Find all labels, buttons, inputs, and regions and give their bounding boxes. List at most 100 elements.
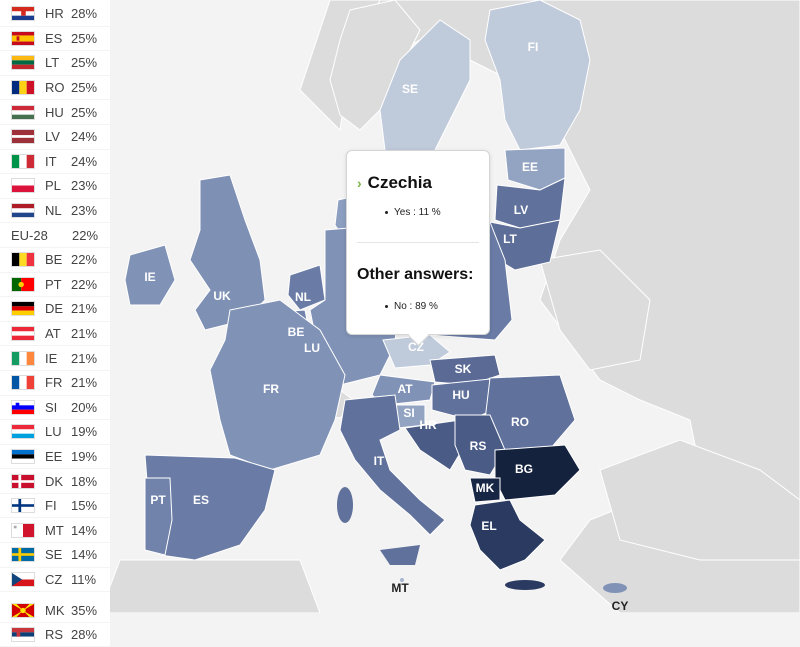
country-no	[329, 0, 421, 131]
country-mk[interactable]	[469, 477, 501, 503]
tooltip-title: › Czechia	[357, 173, 432, 193]
legend-value: 11%	[71, 571, 97, 587]
legend-country-code: SI	[45, 399, 58, 415]
legend-country-code: AT	[45, 326, 61, 342]
legend-row: IT 24%	[0, 150, 110, 175]
legend-value: 14%	[71, 547, 98, 563]
country-se[interactable]	[379, 19, 471, 176]
legend-value: 25%	[71, 104, 98, 120]
flag-si-icon	[11, 399, 35, 415]
legend-row: SE 14%	[0, 543, 110, 568]
flag-at-icon	[11, 326, 35, 342]
legend-country-code: HU	[45, 104, 64, 120]
country-it-sardinia	[337, 487, 353, 523]
country-rs[interactable]	[454, 414, 506, 476]
country-el[interactable]	[469, 499, 546, 571]
flag-hu-icon	[11, 104, 35, 120]
legend-row: PT 22%	[0, 273, 110, 298]
country-el-crete	[505, 580, 545, 590]
country-uk[interactable]	[189, 174, 266, 331]
country-fi[interactable]	[484, 0, 591, 151]
flag-de-icon	[11, 301, 35, 317]
legend-country-code: DK	[45, 473, 64, 489]
country-nl[interactable]	[287, 264, 326, 311]
flag-ee-icon	[11, 448, 35, 464]
legend-row: EE 19%	[0, 445, 110, 470]
legend-value: 18%	[71, 473, 98, 489]
flag-pl-icon	[11, 178, 35, 194]
country-mt[interactable]	[400, 578, 404, 582]
legend-value: 28%	[71, 627, 98, 643]
flag-mk-icon	[11, 602, 35, 618]
flag-mt-icon	[11, 522, 35, 538]
legend-value: 23%	[71, 203, 98, 219]
legend-value: 20%	[71, 399, 98, 415]
legend-value: 25%	[71, 55, 98, 71]
legend-row: DE 21%	[0, 297, 110, 322]
legend-row: DK 18%	[0, 469, 110, 494]
legend-row: PL 23%	[0, 174, 110, 199]
legend-value: 22%	[71, 276, 98, 292]
legend-row: LV 24%	[0, 125, 110, 150]
legend-row: SI 20%	[0, 396, 110, 421]
country-fr[interactable]	[209, 299, 346, 471]
legend-country-code: LV	[45, 129, 60, 145]
legend-country-code: HR	[45, 6, 64, 22]
flag-dk-icon	[11, 473, 35, 489]
legend-value: 21%	[71, 350, 98, 366]
tooltip-no-item: No : 89 %	[385, 301, 438, 312]
flag-ie-icon	[11, 350, 35, 366]
legend-country-code: ES	[45, 30, 63, 46]
legend-value: 15%	[71, 498, 98, 514]
legend-row: EU-28 22%	[0, 223, 110, 248]
flag-be-icon	[11, 252, 35, 268]
legend-row: BE 22%	[0, 248, 110, 273]
country-pt[interactable]	[144, 477, 173, 556]
country-hr[interactable]	[404, 419, 466, 471]
legend-value: 25%	[71, 30, 98, 46]
flag-es-icon	[11, 30, 35, 46]
legend-value: 22%	[72, 227, 99, 243]
country-it[interactable]	[339, 394, 446, 536]
flag-pt-icon	[11, 276, 35, 292]
flag-fi-icon	[11, 498, 35, 514]
legend-row: HR 28%	[0, 2, 110, 27]
legend-row: LT 25%	[0, 51, 110, 76]
legend-country-code: RS	[45, 627, 64, 643]
legend-country-code: IT	[45, 153, 57, 169]
legend-value: 28%	[71, 6, 98, 22]
legend-row: AT 21%	[0, 322, 110, 347]
legend-row: ES 25%	[0, 27, 110, 52]
legend-country-code: CZ	[45, 571, 63, 587]
tooltip-other-heading: Other answers:	[357, 266, 474, 283]
country-tooltip: › Czechia Yes : 11 % Other answers: No : …	[346, 150, 490, 347]
country-cy[interactable]	[603, 583, 627, 593]
legend-row: FI 15%	[0, 494, 110, 519]
legend-value: 24%	[71, 153, 98, 169]
legend-value: 14%	[71, 522, 98, 538]
legend-country-code: MT	[45, 522, 64, 538]
legend-country-code: FI	[45, 498, 57, 514]
legend-row: NL 23%	[0, 199, 110, 224]
flag-cz-icon	[11, 571, 35, 587]
legend-value: 24%	[71, 129, 98, 145]
legend-country-code: DE	[45, 301, 64, 317]
flag-fr-icon	[11, 375, 35, 391]
tooltip-country: Czechia	[367, 173, 432, 192]
legend-row: LU 19%	[0, 420, 110, 445]
legend-country-code: BE	[45, 252, 63, 268]
legend-value: 19%	[71, 448, 98, 464]
legend-country-code: EE	[45, 448, 63, 464]
legend-country-code: PT	[45, 276, 62, 292]
legend-row: FR 21%	[0, 371, 110, 396]
ranking-legend: HR 28% ES 25% LT 25% RO 25% HU 25% LV 24% IT 24% PL 23%…	[0, 0, 110, 647]
legend-country-code: SE	[45, 547, 63, 563]
tooltip-no-text: No : 89 %	[394, 301, 438, 312]
country-ie[interactable]	[124, 244, 176, 306]
flag-ro-icon	[11, 80, 35, 96]
legend-country-code: PL	[45, 178, 61, 194]
flag-hr-icon	[11, 6, 35, 22]
legend-row: MT 14%	[0, 518, 110, 544]
legend-value: 21%	[71, 326, 98, 342]
flag-lv-icon	[11, 129, 35, 145]
